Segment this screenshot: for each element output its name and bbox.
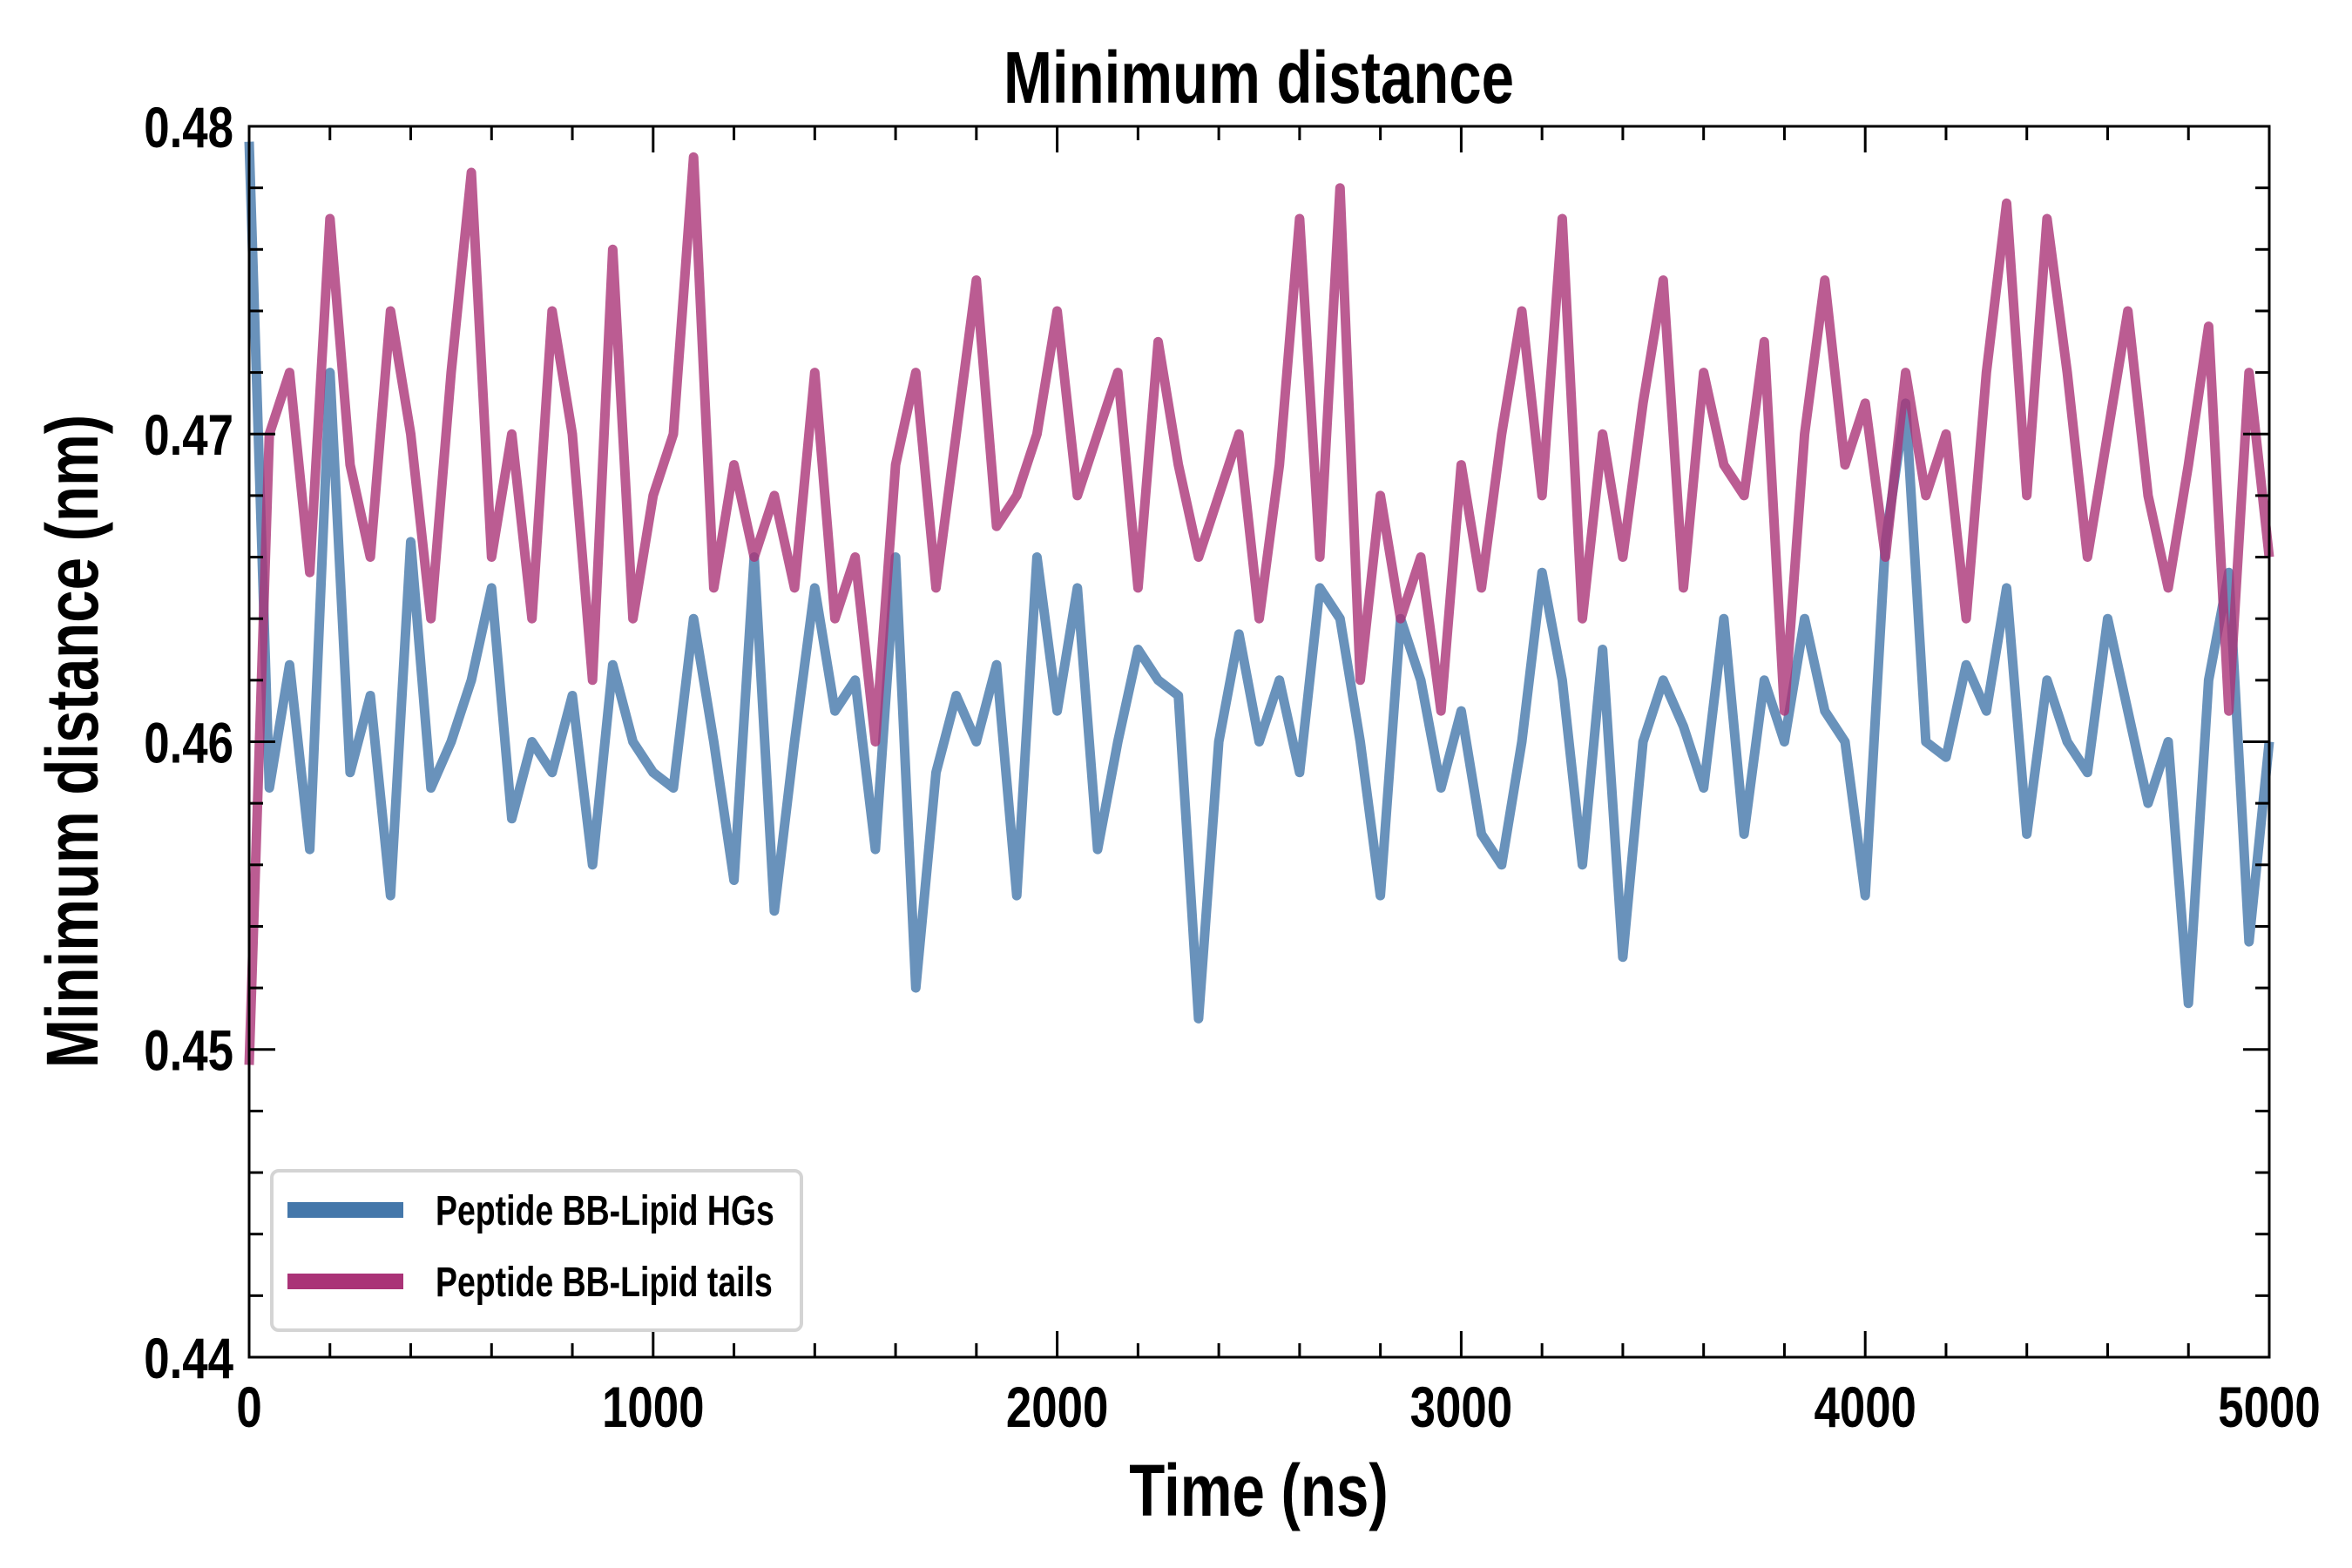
x-tick-label: 4000: [1814, 1375, 1916, 1439]
y-tick-label: 0.45: [144, 1018, 233, 1083]
series-line-1: [244, 152, 2274, 1065]
x-tick-label: 5000: [2218, 1375, 2320, 1439]
series-layer: [244, 141, 2274, 1065]
x-axis-label: Time (ns): [1129, 1450, 1388, 1532]
x-tick-label: 1000: [602, 1375, 704, 1439]
y-tick-label: 0.46: [144, 711, 233, 775]
y-tick-label: 0.48: [144, 95, 233, 159]
chart-title: Minimum distance: [1004, 37, 1514, 119]
x-tick-label: 3000: [1410, 1375, 1512, 1439]
y-tick-label: 0.47: [144, 403, 233, 468]
legend-box: [270, 1169, 803, 1332]
y-axis-label: Minimum distance (nm): [32, 415, 114, 1068]
ticks-layer: 0 1000 2000 3000 4000 5000 0.44 0.45 0.46 0.47 0.4…: [144, 95, 2320, 1439]
series-line-0: [244, 141, 2274, 1024]
x-tick-label: 2000: [1006, 1375, 1108, 1439]
legend: Peptide BB-Lipid HGs Peptide BB-Lipid ta…: [270, 1169, 803, 1332]
legend-label-hgs: Peptide BB-Lipid HGs: [436, 1188, 774, 1235]
y-tick-label: 0.44: [144, 1326, 233, 1390]
x-tick-label: 0: [236, 1375, 261, 1439]
legend-label-tails: Peptide BB-Lipid tails: [436, 1260, 773, 1307]
